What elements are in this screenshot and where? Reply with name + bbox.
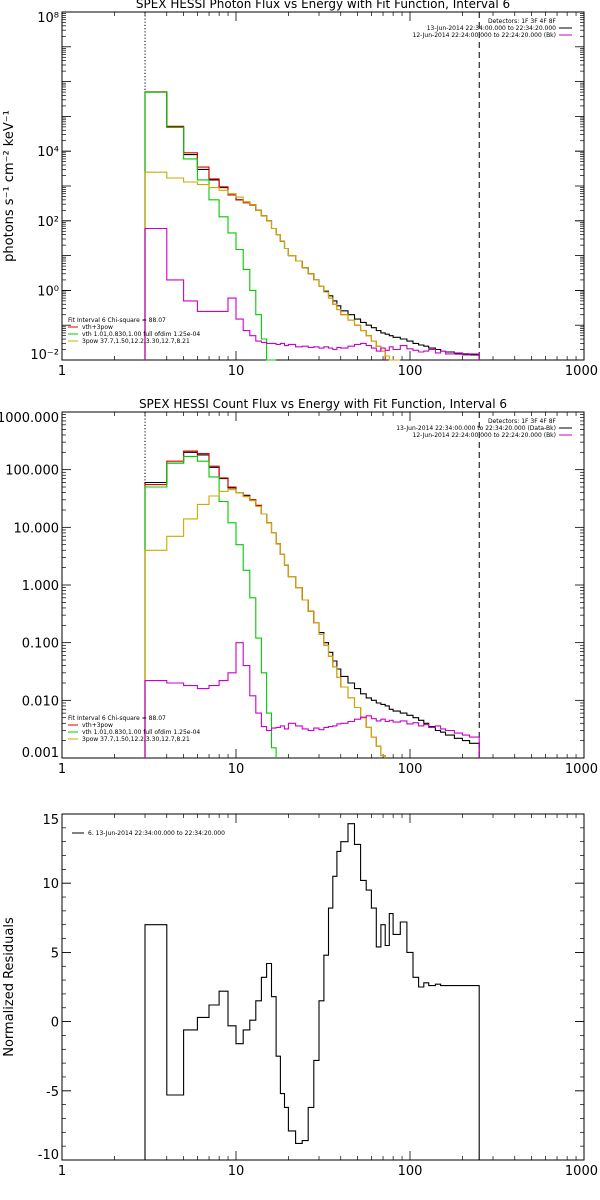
- x-tick-label: 1: [58, 364, 66, 379]
- legend-entry: Detectors: 1F 3F 4F 8F: [488, 18, 557, 25]
- legend-entry: 3pow 37.7,1.50,12.2,3.30,12.7,8.21: [82, 736, 190, 743]
- x-tick-label: 1: [58, 1164, 66, 1179]
- y-tick-label: 0.001: [22, 746, 59, 761]
- y-tick-label: 10: [42, 877, 59, 892]
- series-line: [144, 227, 480, 360]
- legend-entry: vth 1.01,0.830,1.00 full ofdim 1.25e-04: [82, 331, 200, 338]
- y-tick-label: 10²: [37, 215, 59, 230]
- legend-entry: 13-Jun-2014 22:34:00.000 to 22:34:20.000: [427, 25, 556, 32]
- y-tick-label: 100.000: [5, 464, 59, 479]
- x-tick-label: 100: [398, 1164, 423, 1179]
- series-line: [144, 642, 480, 758]
- panel-resid: Normalized Residuals 1 10 100 1000 -10 -5 0 5 10 1…: [2, 813, 598, 1179]
- y-tick-label: 15: [42, 813, 59, 828]
- series-line: [144, 451, 480, 758]
- y-tick-label: -5: [46, 1085, 59, 1100]
- plot-frame: [61, 813, 585, 1161]
- plot-frame: [61, 11, 585, 361]
- x-tick-label: 100: [398, 762, 423, 777]
- y-tick-label: 10⁴: [37, 145, 59, 160]
- x-tick-label: 10: [228, 364, 245, 379]
- legend-entry: Fit Interval 6 Chi-square = 88.07: [68, 715, 166, 722]
- series-line: [144, 171, 401, 361]
- x-tick-label: 10: [228, 762, 245, 777]
- panel-photon: SPEX HESSI Photon Flux vs Energy with Fi…: [2, 0, 598, 379]
- y-tick-label: 1000.000: [0, 411, 59, 426]
- series-line: [144, 450, 386, 758]
- x-tick-label: 10: [228, 1164, 245, 1179]
- series-line: [144, 91, 277, 361]
- legend-entry: vth+3pow: [82, 324, 113, 331]
- legend-entry: Fit Interval 6 Chi-square = 88.07: [68, 317, 166, 324]
- y-tick-label: 0: [51, 1016, 59, 1031]
- legend-entry: 3pow 37.7,1.50,12.2,3.30,12.7,8.21: [82, 338, 190, 345]
- y-axis-label: Normalized Residuals: [2, 917, 17, 1057]
- x-tick-label: 1000: [565, 364, 598, 379]
- x-tick-label: 100: [398, 364, 423, 379]
- y-tick-label: 1.000: [22, 579, 59, 594]
- y-tick-label: 0.010: [22, 694, 59, 709]
- series-line: [144, 455, 277, 758]
- y-tick-label: 10⁻²: [30, 348, 59, 363]
- series-line: [144, 489, 386, 758]
- legend-entry: 12-Jun-2014 22:24:00.000 to 22:24:20.000…: [413, 32, 556, 39]
- legend-entry: vth 1.01,0.830,1.00 full ofdim 1.25e-04: [82, 729, 200, 736]
- y-tick-label: 0.100: [22, 637, 59, 652]
- y-axis-label: photons s⁻¹ cm⁻² keV⁻¹: [2, 110, 17, 262]
- x-tick-label: 1000: [565, 1164, 598, 1179]
- y-tick-label: 5: [51, 946, 59, 961]
- series-line: [144, 823, 480, 1160]
- y-tick-label: 10⁸: [37, 11, 59, 26]
- chart-title: SPEX HESSI Photon Flux vs Energy with Fi…: [136, 0, 510, 11]
- legend-entry: 6. 13-Jun-2014 22:34:00.000 to 22:34:20.…: [88, 830, 225, 837]
- y-tick-label: 10.000: [14, 521, 60, 536]
- y-tick-label: 10⁰: [37, 284, 59, 299]
- legend-entry: vth+3pow: [82, 722, 113, 729]
- legend-entry: 12-Jun-2014 22:24:00.000 to 22:24:20.000…: [413, 432, 556, 439]
- plot-frame: [61, 411, 585, 759]
- chart-title: SPEX HESSI Count Flux vs Energy with Fit…: [139, 397, 507, 411]
- panel-count: SPEX HESSI Count Flux vs Energy with Fit…: [0, 397, 598, 777]
- x-tick-label: 1: [58, 762, 66, 777]
- series-line: [144, 91, 480, 360]
- x-tick-label: 1000: [565, 762, 598, 777]
- y-tick-label: -10: [38, 1148, 59, 1163]
- legend-entry: 13-Jun-2014 22:34:00.000 to 22:34:20.000…: [396, 425, 556, 432]
- legend-entry: Detectors: 1F 3F 4F 8F: [488, 418, 557, 425]
